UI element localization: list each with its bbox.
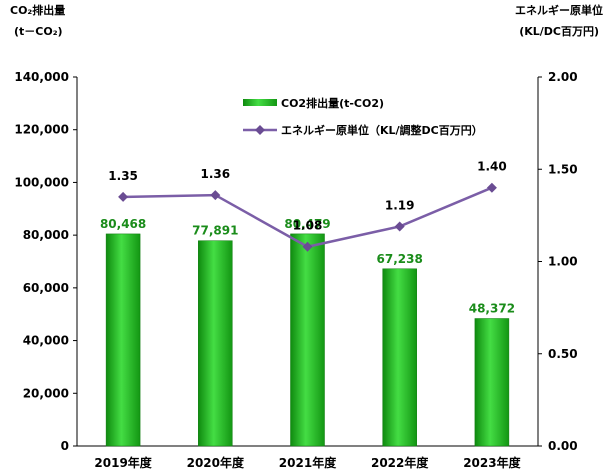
bar-data-label: 80,468 bbox=[100, 217, 146, 231]
y-right-axis-title: エネルギー原単位 bbox=[515, 4, 603, 17]
x-category-label: 2022年度 bbox=[371, 455, 429, 470]
line-marker bbox=[210, 190, 221, 201]
y-right-tick-label: 0.00 bbox=[548, 439, 578, 453]
bar bbox=[105, 233, 141, 447]
line-data-label: 1.36 bbox=[200, 167, 230, 181]
legend-marker-line bbox=[255, 125, 265, 135]
legend-swatch-bar bbox=[243, 99, 277, 106]
line-data-label: 1.35 bbox=[108, 169, 138, 183]
y-right-axis-unit: (KL/DC百万円) bbox=[519, 25, 599, 38]
y-left-tick-label: 20,000 bbox=[23, 386, 69, 400]
y-left-tick-label: 40,000 bbox=[23, 334, 69, 348]
line-data-label: 1.40 bbox=[477, 160, 507, 174]
line-marker bbox=[118, 191, 129, 202]
legend-label-bar: CO2排出量(t-CO2) bbox=[281, 96, 384, 110]
legend-label-line: エネルギー原単位（KL/調整DC百万円） bbox=[281, 123, 483, 137]
data-labels: 80,468 77,891 80,479 67,238 48,372 1.35 1.36 1.… bbox=[100, 160, 515, 316]
bar bbox=[382, 268, 417, 447]
y-right-tick-label: 2.00 bbox=[548, 70, 578, 84]
bar-data-label: 48,372 bbox=[469, 302, 515, 316]
line-marker bbox=[302, 241, 313, 252]
bar-data-label: 80,479 bbox=[284, 217, 330, 231]
bar bbox=[290, 233, 325, 447]
x-category-label: 2020年度 bbox=[187, 455, 245, 470]
x-category-label: 2019年度 bbox=[94, 455, 152, 470]
bar-series bbox=[105, 233, 510, 447]
y-left-tick-label: 100,000 bbox=[14, 175, 69, 189]
axes: 0 20,000 40,000 60,000 80,000 100,000 120,000 1… bbox=[14, 70, 577, 470]
y-left-axis-title: CO₂排出量 bbox=[10, 4, 66, 17]
bar bbox=[474, 318, 510, 447]
legend: CO2排出量(t-CO2) エネルギー原単位（KL/調整DC百万円） bbox=[243, 96, 483, 137]
y-left-tick-label: 0 bbox=[61, 439, 69, 453]
line-data-label: 1.08 bbox=[293, 219, 323, 233]
y-left-tick-label: 80,000 bbox=[23, 228, 69, 242]
x-category-label: 2021年度 bbox=[279, 455, 337, 470]
y-left-tick-label: 140,000 bbox=[14, 70, 69, 84]
y-right-tick-label: 1.00 bbox=[548, 255, 578, 269]
y-right-tick-label: 1.50 bbox=[548, 162, 578, 176]
y-left-tick-label: 120,000 bbox=[14, 123, 69, 137]
line-data-label: 1.19 bbox=[385, 198, 415, 212]
bar-data-label: 77,891 bbox=[192, 224, 238, 238]
line-marker bbox=[486, 182, 497, 193]
x-category-label: 2023年度 bbox=[463, 455, 521, 470]
bar-data-label: 67,238 bbox=[377, 252, 423, 266]
y-left-tick-label: 60,000 bbox=[23, 281, 69, 295]
line-marker bbox=[394, 221, 405, 232]
y-left-axis-unit: (t－CO₂) bbox=[14, 25, 63, 38]
y-right-tick-label: 0.50 bbox=[548, 347, 578, 361]
line-series bbox=[118, 182, 497, 252]
bar bbox=[198, 240, 233, 447]
